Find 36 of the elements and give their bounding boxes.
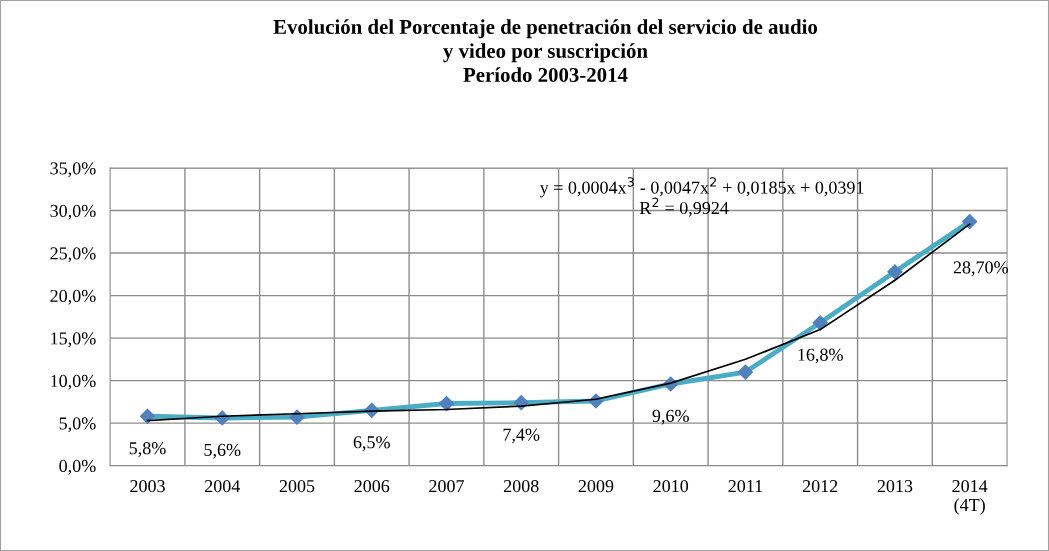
y-tick-label: 20,0%: [50, 289, 96, 305]
x-tick-label: 2007: [429, 480, 465, 493]
point: [737, 364, 754, 380]
x-tick-label: 2005: [279, 480, 315, 493]
x-tick-label: 2009: [578, 480, 614, 493]
data-label: 9,6%: [652, 409, 689, 425]
y-tick-label: 0,0%: [59, 459, 96, 475]
point: [812, 315, 828, 331]
y-tick-label: 15,0%: [51, 332, 96, 348]
point: [962, 214, 978, 230]
x-tick-label: 2004: [204, 480, 241, 493]
y-tick-label: 30,0%: [50, 204, 96, 220]
x-tick-label: 2010: [653, 480, 689, 493]
data-label: 6,5%: [353, 436, 390, 451]
point: [139, 408, 156, 424]
data-label: 5,6%: [204, 443, 241, 459]
data-label: 5,8%: [129, 442, 166, 457]
y-tick-label: 10,0%: [51, 374, 96, 390]
point: [438, 395, 455, 412]
point: [887, 264, 903, 280]
x-tick-label: 2008: [503, 480, 539, 493]
y-tick-label: 5,0%: [59, 417, 96, 433]
x-tick-label: 2013: [877, 480, 913, 493]
x-tick-label: 2006: [354, 480, 390, 493]
chart-title: Evolución del Porcentaje de penetración del servicio de audio y video por suscripción Período 2003-2014: [273, 19, 818, 82]
data-label: 16,8%: [798, 348, 843, 364]
data-label: 28,70%: [953, 261, 1008, 277]
x-tick-label: 2014 (4T): [952, 480, 988, 515]
x-tick-label: 2003: [130, 480, 165, 493]
y-tick-label: 25,0%: [50, 247, 96, 263]
x-tick-label: 2012: [802, 480, 838, 493]
x-tick-label: 2011: [728, 480, 763, 493]
y-tick-label: 35,0%: [50, 162, 96, 178]
annotation: y = 0,0004x$^{3}$ - 0,0047x$^{2}$ + 0,0185x + 0,0391: [539, 177, 864, 198]
data-label: 7,4%: [503, 428, 540, 444]
annotation: R$^{2}$ = 0,9924: [639, 197, 729, 217]
